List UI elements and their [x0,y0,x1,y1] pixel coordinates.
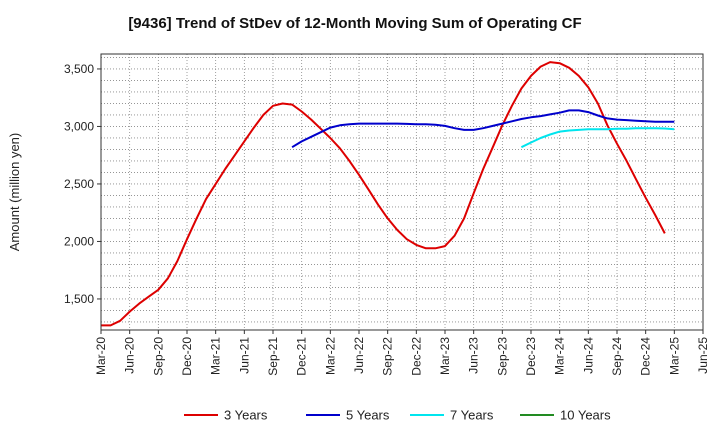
grid-lines [100,54,704,330]
x-tick-label: Dec-23 [524,337,538,376]
x-tick-label: Sep-23 [495,337,509,376]
x-tick-label: Mar-20 [94,337,108,375]
y-tick-labels: 1,500 2,000 2,500 3,000 3,500 [64,62,101,306]
legend-label: 3 Years [224,408,268,423]
x-tick-label: Mar-22 [323,337,337,375]
x-tick-label: Jun-20 [123,337,137,374]
x-tick-label: Jun-24 [581,337,595,374]
x-tick-label: Sep-24 [610,337,624,376]
x-tick-label: Mar-25 [667,337,681,375]
y-axis-label: Amount (million yen) [7,133,22,252]
x-tick-label: Jun-22 [352,337,366,374]
x-tick-label: Sep-22 [381,337,395,376]
chart-title: [9436] Trend of StDev of 12-Month Moving… [128,15,581,32]
legend-label: 10 Years [560,408,611,423]
x-tick-label: Jun-21 [237,337,251,374]
plot-frame [100,53,704,331]
x-tick-label: Dec-20 [180,337,194,376]
y-tick-label: 1,500 [64,292,94,306]
series-line-3-years [101,61,666,327]
x-tick-label: Dec-22 [409,337,423,376]
series-lines [101,61,675,327]
y-tick-label: 2,500 [64,177,94,191]
x-tick-label: Jun-25 [696,337,710,374]
y-tick-label: 3,500 [64,62,94,76]
x-tick-label: Sep-20 [151,337,165,376]
legend-label: 7 Years [450,408,494,423]
series-line-7-years [520,127,675,149]
y-tick-label: 2,000 [64,234,94,248]
x-tick-label: Dec-21 [295,337,309,376]
x-tick-labels: Mar-20 Jun-20 Sep-20 Dec-20 Mar-21 Jun-21 Sep-… [94,330,710,376]
x-tick-label: Mar-23 [438,337,452,375]
x-tick-label: Mar-21 [209,337,223,375]
y-tick-label: 3,000 [64,119,94,133]
x-tick-label: Jun-23 [467,337,481,374]
x-tick-label: Mar-24 [553,337,567,375]
x-tick-label: Dec-24 [639,337,653,376]
legend-label: 5 Years [346,408,390,423]
legend: 3 Years 5 Years 7 Years 10 Years [184,408,611,423]
x-tick-label: Sep-21 [266,337,280,376]
series-line-5-years [291,109,675,149]
